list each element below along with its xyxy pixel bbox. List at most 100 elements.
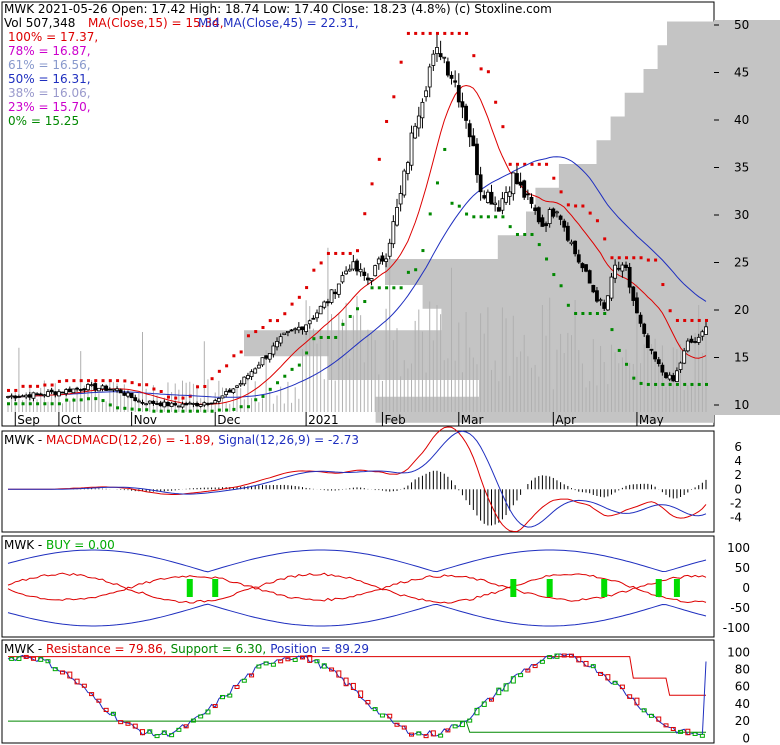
support-dot-78 <box>290 367 294 371</box>
resistance-dot-114 <box>421 31 425 35</box>
candle-31 <box>118 388 123 394</box>
fibonacci-legend: 100% = 17.37,78% = 16.87,61% = 16.56,50%… <box>8 30 98 128</box>
candle-84 <box>311 315 316 320</box>
resistance-dot-44 <box>166 395 170 399</box>
support-dot-152 <box>559 284 563 288</box>
resistance-dot-188 <box>690 318 694 322</box>
candle-body-31 <box>118 389 123 394</box>
candle-body-190 <box>696 336 701 343</box>
candle-body-92 <box>340 275 345 283</box>
candle-63 <box>235 385 239 388</box>
volume-profile-bar-6 <box>558 164 714 190</box>
position-box-73 <box>270 662 276 667</box>
candle-body-98 <box>362 271 367 276</box>
candle-body-109 <box>402 170 407 196</box>
candle-91 <box>336 283 341 298</box>
macd-tick-1: 4 <box>734 454 742 468</box>
candle-body-78 <box>289 329 294 332</box>
candle-100 <box>369 278 374 286</box>
support-dot-172 <box>632 376 636 380</box>
candle-body-185 <box>678 362 683 370</box>
candle-106 <box>391 215 396 249</box>
candle-164 <box>602 299 607 312</box>
fib-label-0: 100% = 17.37, <box>8 30 98 44</box>
candle-113 <box>416 106 421 137</box>
support-dot-154 <box>566 303 570 307</box>
candle-body-8 <box>35 393 39 396</box>
candle-body-112 <box>413 125 418 139</box>
candle-body-145 <box>533 207 538 212</box>
resistance-dot-86 <box>319 261 323 265</box>
candle-81 <box>300 326 305 335</box>
position-box-31 <box>118 720 124 725</box>
candle-0 <box>6 395 10 399</box>
support-dot-120 <box>443 147 447 151</box>
position-box-51 <box>190 718 196 723</box>
date-tick-label-0: Sep <box>17 413 40 427</box>
date-tick-label-6: Mar <box>461 413 484 427</box>
candle-136 <box>500 191 505 215</box>
support-dot-44 <box>166 409 170 413</box>
resistance-dot-56 <box>210 377 214 381</box>
position-box-157 <box>576 656 582 663</box>
resistance-dot-68 <box>254 330 258 334</box>
candle-body-154 <box>565 225 570 241</box>
candle-146 <box>536 206 541 225</box>
candle-body-52 <box>195 402 199 407</box>
candle-body-192 <box>704 326 708 335</box>
support-dot-42 <box>159 409 163 413</box>
candle-body-48 <box>180 403 185 408</box>
position-box-41 <box>154 734 160 739</box>
buy-tick-2: 0 <box>742 581 750 595</box>
position-box-87 <box>321 663 327 669</box>
resistance-dot-172 <box>632 256 636 260</box>
volume-profile-bar-2 <box>643 69 714 95</box>
candle-105 <box>387 238 392 260</box>
candle-171 <box>627 262 632 294</box>
position-line <box>7 653 707 737</box>
candle-107 <box>395 198 399 227</box>
candle-7 <box>31 392 36 402</box>
resistance-dot-178 <box>654 258 658 262</box>
candle-103 <box>380 252 385 265</box>
position-box-83 <box>307 655 313 663</box>
position-tick-4: 20 <box>735 714 750 728</box>
support-dot-82 <box>305 351 309 355</box>
candle-body-55 <box>206 403 210 405</box>
candle-80 <box>296 322 301 334</box>
position-panel-frame <box>1 639 715 744</box>
candle-body-58 <box>216 397 221 402</box>
resistance-dot-180 <box>661 283 665 287</box>
candle-11 <box>46 389 50 398</box>
candle-body-157 <box>576 254 581 263</box>
position-box-141 <box>518 673 524 678</box>
position-box-67 <box>249 673 255 678</box>
support-dot-32 <box>123 406 127 410</box>
candle-body-155 <box>569 241 574 245</box>
position-value-label: Position = 89.29 <box>270 642 369 656</box>
resistance-dot-26 <box>101 379 105 383</box>
candle-47 <box>176 405 181 408</box>
support-dot-156 <box>574 312 578 316</box>
resistance-dot-158 <box>581 204 585 208</box>
buy-tick-1: 50 <box>735 561 750 575</box>
candle-57 <box>213 398 218 404</box>
candle-95 <box>351 254 356 272</box>
candle-body-184 <box>675 370 679 382</box>
position-box-89 <box>329 667 335 672</box>
candle-body-100 <box>369 278 374 282</box>
fib-label-5: 23% = 15.70, <box>8 100 91 114</box>
candle-166 <box>609 273 614 301</box>
candle-52 <box>195 401 199 407</box>
candle-body-158 <box>580 263 585 269</box>
support-dot-166 <box>610 328 614 332</box>
price-panel: 50 45 40 35 30 25 20 15 10 Sep Oct Nov Dec 2021 Feb Ma… <box>1 1 780 427</box>
candle-69 <box>256 361 261 369</box>
candle-13 <box>53 391 58 398</box>
resistance-dot-22 <box>86 379 90 383</box>
candle-body-148 <box>544 223 548 227</box>
support-dot-30 <box>116 406 120 410</box>
candle-body-2 <box>13 395 18 399</box>
position-tick-3: 40 <box>735 697 750 711</box>
